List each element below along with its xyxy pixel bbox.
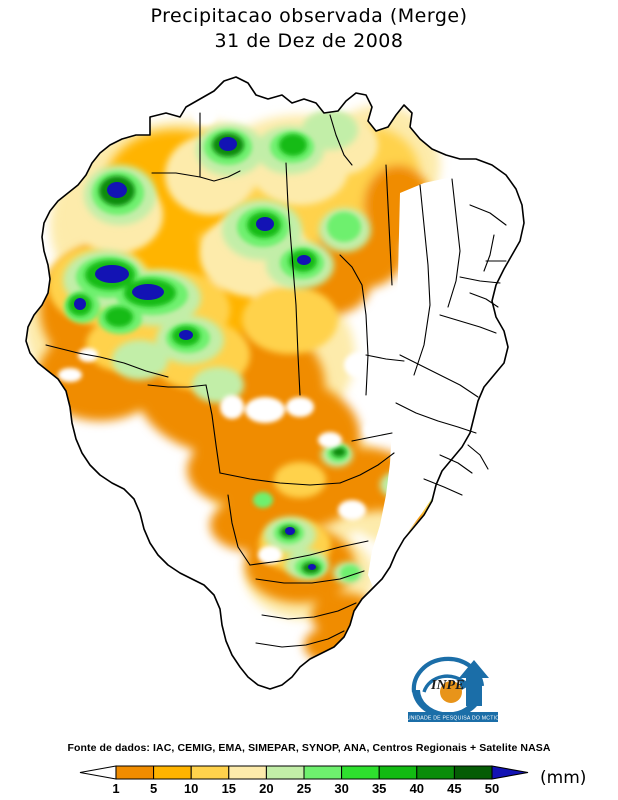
- colorbar-tick-labels: 1 5 10 15 20 25 30 35 40 45 50: [112, 781, 499, 796]
- colorbar-swatch: [190, 765, 230, 780]
- colorbar-legend: 1 5 10 15 20 25 30 35 40 45 50: [0, 762, 618, 796]
- colorbar-tick: 10: [184, 781, 198, 796]
- page-title: Precipitacao observada (Merge) 31 de Dez…: [0, 4, 618, 54]
- colorbar-swatch: [341, 765, 380, 780]
- colorbar-tick: 5: [150, 781, 157, 796]
- colorbar-under-arrow: [79, 765, 117, 780]
- colorbar-tick: 45: [447, 781, 461, 796]
- colorbar-swatch: [416, 765, 455, 780]
- colorbar-tick: 30: [334, 781, 348, 796]
- logo-banner-bg: [408, 712, 498, 722]
- precip-dry-holes: [58, 105, 416, 564]
- title-line-1: Precipitacao observada (Merge): [150, 5, 468, 27]
- logo-bottom-swoosh: [412, 690, 482, 719]
- logo-sphere: [440, 681, 462, 703]
- colorbar-swatch: [378, 765, 418, 780]
- brazil-outline: [25, 76, 525, 690]
- colorbar-over-arrow: [491, 765, 529, 780]
- colorbar-swatches: [79, 765, 529, 780]
- inpe-logo: INPE UNIDADE DE PESQUISA DO MCTIC: [398, 648, 508, 728]
- colorbar-tick: 20: [259, 781, 273, 796]
- colorbar-swatch: [153, 765, 192, 780]
- colorbar-tick: 40: [410, 781, 424, 796]
- logo-banner-text: UNIDADE DE PESQUISA DO MCTIC: [407, 716, 499, 722]
- colorbar-tick: 15: [222, 781, 236, 796]
- colorbar-tick: 1: [112, 781, 119, 796]
- colorbar-tick: 50: [485, 781, 499, 796]
- data-source-note: Fonte de dados: IAC, CEMIG, EMA, SIMEPAR…: [67, 742, 551, 754]
- title-line-2: 31 de Dez de 2008: [214, 30, 404, 52]
- colorbar-tick: 35: [372, 781, 386, 796]
- colorbar-swatch: [228, 765, 267, 780]
- colorbar-swatch: [303, 765, 343, 780]
- precip-layer-45mm: [68, 133, 450, 574]
- state-boundaries: [45, 112, 507, 648]
- precipitation-map: [0, 55, 618, 735]
- logo-up-arrow: [459, 660, 489, 706]
- colorbar-swatch: [453, 765, 493, 780]
- colorbar-swatch: [265, 765, 305, 780]
- colorbar-unit-label: (mm): [540, 768, 587, 788]
- colorbar-swatch: [115, 765, 155, 780]
- colorbar-tick: 25: [297, 781, 311, 796]
- logo-acronym: INPE: [430, 678, 464, 693]
